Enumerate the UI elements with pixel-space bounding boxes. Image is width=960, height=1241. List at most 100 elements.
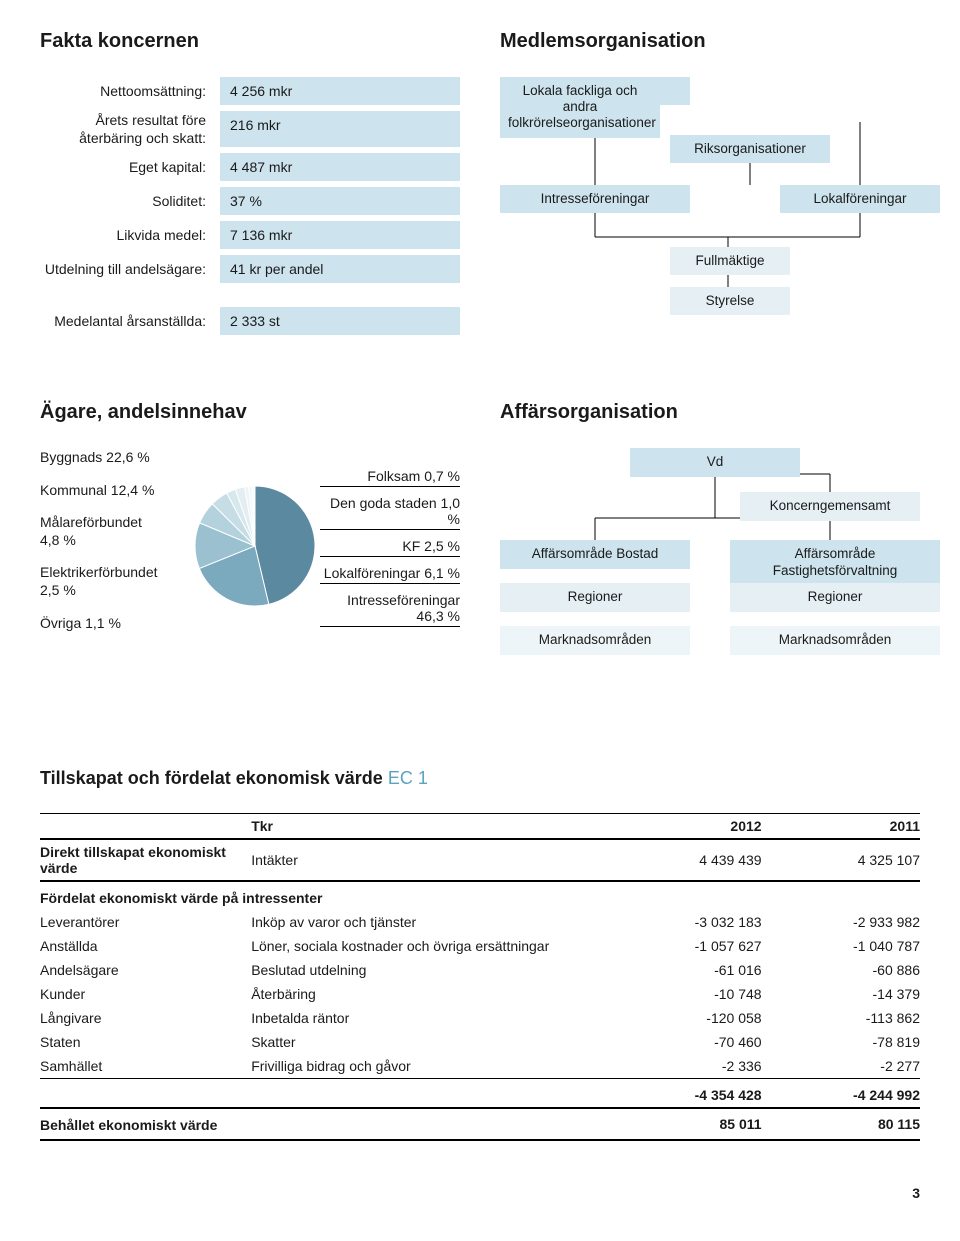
econ-cell-b: Inköp av varor och tjänster [251, 910, 603, 934]
econ-row: SamhälletFrivilliga bidrag och gåvor-2 3… [40, 1054, 920, 1079]
bizorg-title: Affärsorganisation [500, 401, 920, 424]
org-box-riks: Riksorganisationer [670, 135, 830, 163]
econ-cell-2011: -2 277 [762, 1054, 920, 1079]
owners-left-labels: Byggnads 22,6 % Kommunal 12,4 % Målareförb… [40, 448, 190, 645]
econ-h4: 2011 [762, 814, 920, 840]
page-number: 3 [40, 1185, 920, 1201]
owners-right-label: Intresseföreningar 46,3 % [320, 588, 460, 627]
econ-title-text: Tillskapat och fördelat ekonomisk värde [40, 768, 383, 788]
fact-label: Utdelning till andelsägare: [40, 255, 220, 283]
owners-right-labels: Folksam 0,7 % Den goda staden 1,0 % KF 2,5… [320, 464, 460, 631]
fact-row: Eget kapital:4 487 mkr [40, 153, 460, 181]
top-row: Fakta koncernen Nettoomsättning:4 256 mk… [40, 30, 920, 341]
econ-cell-2012: -10 748 [603, 982, 761, 1006]
econ-cell-b: Beslutad utdelning [251, 958, 603, 982]
econ-cell-b: Frivilliga bidrag och gåvor [251, 1054, 603, 1079]
owners-left-label: Byggnads 22,6 % [40, 448, 190, 466]
bizorg-right-0: Affärsområde Fastighetsförvaltning [730, 540, 940, 584]
fact-row: Soliditet:37 % [40, 187, 460, 215]
econ-direct-b: Intäkter [251, 839, 603, 881]
econ-cell-2012: -3 032 183 [603, 910, 761, 934]
fact-value: 41 kr per andel [220, 255, 460, 283]
org-box-styrelse: Styrelse [670, 287, 790, 315]
econ-cell-a: Anställda [40, 934, 251, 958]
org-box-lokala: Lokala fackliga och andra folkrörelseorg… [500, 77, 660, 138]
econ-block: Tillskapat och fördelat ekonomisk värde … [40, 768, 920, 1149]
owners-right-label: Folksam 0,7 % [320, 464, 460, 487]
owners-right-label: KF 2,5 % [320, 534, 460, 557]
fact-label: Soliditet: [40, 187, 220, 215]
econ-cell-2011: -2 933 982 [762, 910, 920, 934]
bizorg-left-0: Affärsområde Bostad [500, 540, 690, 568]
econ-dist-label: Fördelat ekonomiskt värde på intressente… [40, 881, 920, 910]
bizorg-left-1: Regioner [500, 583, 690, 611]
econ-kept-2012: 85 011 [603, 1108, 761, 1140]
econ-cell-2012: -1 057 627 [603, 934, 761, 958]
fact-row: Likvida medel:7 136 mkr [40, 221, 460, 249]
mid-row: Ägare, andelsinnehav Byggnads 22,6 % Komm… [40, 401, 920, 708]
econ-sub-2012: -4 354 428 [603, 1079, 761, 1109]
econ-h2: Tkr [251, 814, 603, 840]
econ-title: Tillskapat och fördelat ekonomisk värde … [40, 768, 920, 789]
econ-cell-a: Kunder [40, 982, 251, 1006]
bizorg-left-2: Marknadsområden [500, 626, 690, 654]
bizorg-right-1: Regioner [730, 583, 940, 611]
econ-cell-a: Leverantörer [40, 910, 251, 934]
econ-row: AnställdaLöner, sociala kostnader och öv… [40, 934, 920, 958]
econ-cell-2011: -14 379 [762, 982, 920, 1006]
econ-cell-a: Långivare [40, 1006, 251, 1030]
econ-sub-2011: -4 244 992 [762, 1079, 920, 1109]
member-org-title: Medlemsorganisation [500, 30, 920, 53]
fact-value: 7 136 mkr [220, 221, 460, 249]
econ-cell-b: Skatter [251, 1030, 603, 1054]
bizorg-koncern: Koncerngemensamt [740, 492, 920, 520]
econ-kept-label: Behållet ekonomiskt värde [40, 1108, 251, 1140]
fact-row: Medelantal årsanställda:2 333 st [40, 307, 460, 335]
econ-h1 [40, 814, 251, 840]
member-org-block: Medlemsorganisation Bostadsrättföreninga… [500, 30, 920, 341]
econ-h3: 2012 [603, 814, 761, 840]
econ-cell-a: Staten [40, 1030, 251, 1054]
owners-pie-svg-box [190, 481, 320, 614]
facts-rows: Nettoomsättning:4 256 mkr Årets resultat … [40, 77, 460, 335]
owners-left-label: Målareförbundet4,8 % [40, 513, 190, 549]
bizorg-chart: Vd Koncerngemensamt Affärsområde Bostad … [500, 448, 920, 708]
fact-label: Medelantal årsanställda: [40, 307, 220, 335]
fact-label: Likvida medel: [40, 221, 220, 249]
econ-cell-2011: -78 819 [762, 1030, 920, 1054]
econ-row: LeverantörerInköp av varor och tjänster-… [40, 910, 920, 934]
fact-label: Eget kapital: [40, 153, 220, 181]
owners-right-label: Lokalföreningar 6,1 % [320, 561, 460, 584]
owners-left-label: Övriga 1,1 % [40, 614, 190, 632]
fact-value: 37 % [220, 187, 460, 215]
owners-title: Ägare, andelsinnehav [40, 401, 460, 424]
fact-row: Årets resultat före återbäring och skatt… [40, 111, 460, 147]
fact-row: Nettoomsättning:4 256 mkr [40, 77, 460, 105]
org-box-fullmaktige: Fullmäktige [670, 247, 790, 275]
fact-label: Nettoomsättning: [40, 77, 220, 105]
bizorg-right-2: Marknadsområden [730, 626, 940, 654]
fact-value: 2 333 st [220, 307, 460, 335]
econ-cell-2012: -120 058 [603, 1006, 761, 1030]
bizorg-block: Affärsorganisation Vd Koncerngemensamt A… [500, 401, 920, 708]
econ-cell-b: Återbäring [251, 982, 603, 1006]
econ-cell-a: Samhället [40, 1054, 251, 1079]
econ-cell-2011: -60 886 [762, 958, 920, 982]
econ-kept-2011: 80 115 [762, 1108, 920, 1140]
owners-block: Ägare, andelsinnehav Byggnads 22,6 % Komm… [40, 401, 460, 708]
owners-right-label: Den goda staden 1,0 % [320, 491, 460, 530]
owners-left-label: Kommunal 12,4 % [40, 481, 190, 499]
econ-cell-a: Andelsägare [40, 958, 251, 982]
fact-value: 4 256 mkr [220, 77, 460, 105]
owners-pie-chart [190, 481, 320, 611]
econ-cell-2011: -1 040 787 [762, 934, 920, 958]
econ-row: KunderÅterbäring-10 748-14 379 [40, 982, 920, 1006]
econ-cell-2011: -113 862 [762, 1006, 920, 1030]
econ-cell-2012: -70 460 [603, 1030, 761, 1054]
econ-cell-2012: -2 336 [603, 1054, 761, 1079]
org-box-lokal: Lokalföreningar [780, 185, 940, 213]
owners-left-label: Elektrikerförbundet2,5 % [40, 563, 190, 599]
member-org-chart: Bostadsrättföreningar Lokala fackliga oc… [500, 77, 920, 337]
facts-block: Fakta koncernen Nettoomsättning:4 256 mk… [40, 30, 460, 341]
econ-cell-2012: -61 016 [603, 958, 761, 982]
